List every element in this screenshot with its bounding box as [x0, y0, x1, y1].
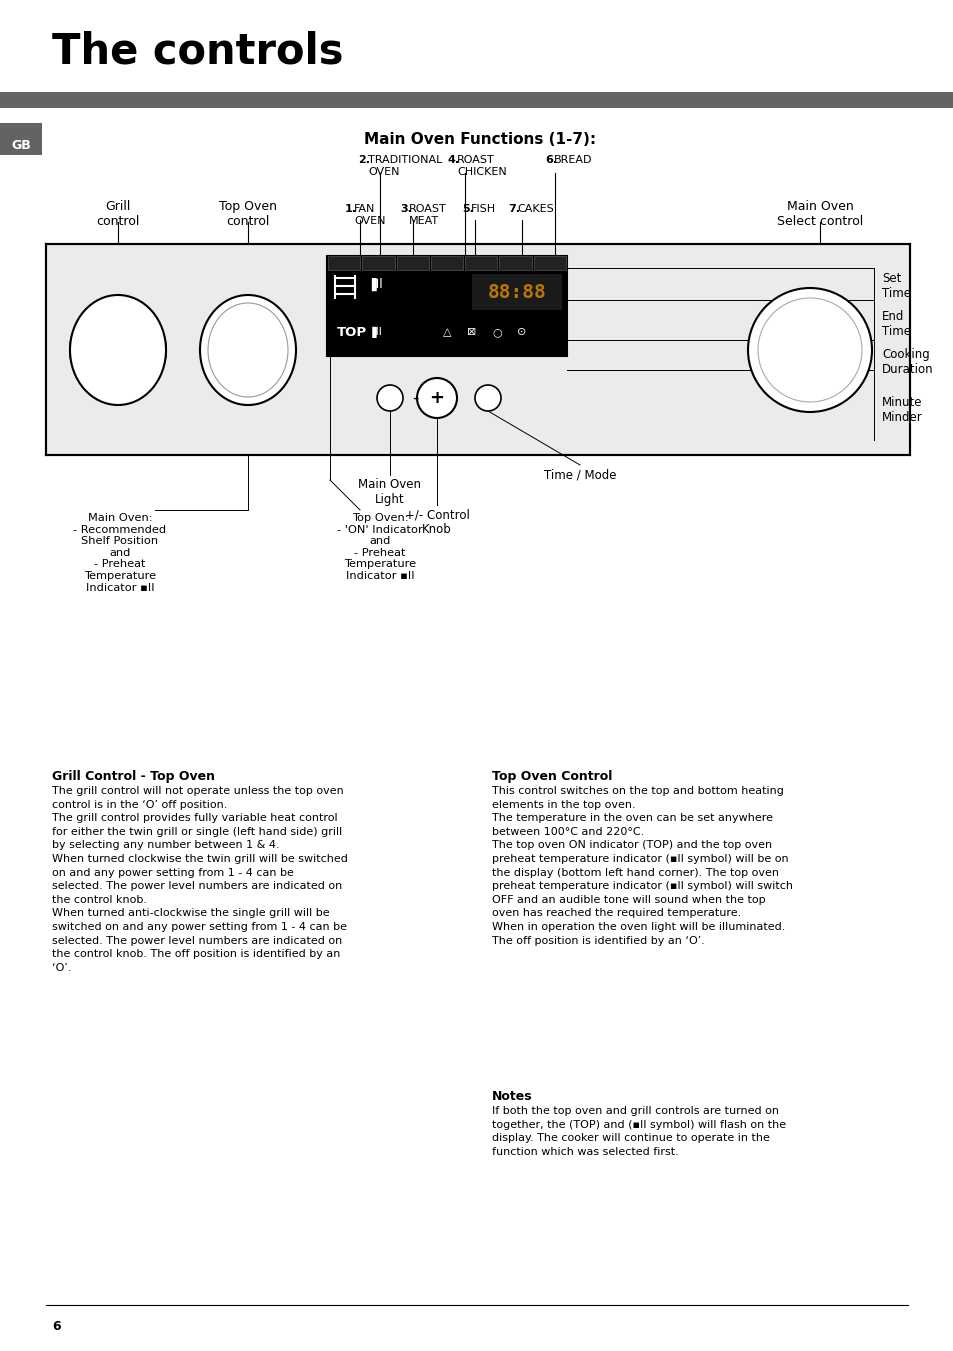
Text: ▐Il: ▐Il: [367, 327, 382, 338]
Bar: [533, 255, 565, 270]
Text: Cooking
Duration: Cooking Duration: [882, 349, 933, 376]
Text: 3.: 3.: [399, 204, 412, 213]
Bar: [328, 255, 360, 270]
Text: Main Oven
Select control: Main Oven Select control: [776, 200, 862, 228]
Text: TOP: TOP: [336, 326, 367, 339]
Circle shape: [78, 309, 158, 390]
Text: △: △: [442, 327, 451, 336]
Text: End
Time: End Time: [882, 309, 910, 338]
Text: ▐Il: ▐Il: [366, 277, 383, 290]
Text: ROAST
CHICKEN: ROAST CHICKEN: [456, 155, 506, 177]
Text: Minute
Minder: Minute Minder: [882, 396, 922, 424]
Text: The grill control will not operate unless the top oven
control is in the ‘O’ off: The grill control will not operate unles…: [52, 786, 348, 973]
Text: BREAD: BREAD: [554, 155, 592, 165]
Text: If both the top oven and grill controls are turned on
together, the (TOP) and (▪: If both the top oven and grill controls …: [492, 1106, 785, 1156]
Bar: [327, 255, 566, 357]
Bar: [431, 255, 462, 270]
Text: FISH: FISH: [471, 204, 496, 213]
Text: -: -: [412, 389, 417, 407]
Circle shape: [758, 299, 862, 403]
Bar: [472, 274, 561, 309]
Text: ○: ○: [492, 327, 501, 336]
Text: Time / Mode: Time / Mode: [543, 467, 616, 481]
Bar: [499, 255, 531, 270]
Circle shape: [416, 378, 456, 417]
Ellipse shape: [208, 303, 288, 397]
Bar: [362, 255, 395, 270]
Circle shape: [376, 385, 402, 411]
Text: Main Oven
Light: Main Oven Light: [358, 478, 421, 507]
Text: 5.: 5.: [461, 204, 474, 213]
Text: Main Oven Functions (1-7):: Main Oven Functions (1-7):: [363, 132, 596, 147]
Text: Grill Control - Top Oven: Grill Control - Top Oven: [52, 770, 214, 784]
Text: 7.: 7.: [507, 204, 519, 213]
Text: The controls: The controls: [52, 30, 343, 72]
Text: +: +: [429, 389, 444, 407]
Bar: [46, 245, 909, 455]
Circle shape: [747, 288, 871, 412]
Text: 1.: 1.: [345, 204, 356, 213]
Text: Top Oven Control: Top Oven Control: [492, 770, 612, 784]
Text: This control switches on the top and bottom heating
elements in the top oven.
Th: This control switches on the top and bot…: [492, 786, 792, 946]
Text: FAN
OVEN: FAN OVEN: [354, 204, 385, 226]
Bar: [0, 92, 953, 108]
Ellipse shape: [70, 295, 166, 405]
Circle shape: [70, 303, 166, 399]
Text: Set
Time: Set Time: [882, 272, 910, 300]
Text: Grill
control: Grill control: [96, 200, 139, 228]
Text: TRADITIONAL
OVEN: TRADITIONAL OVEN: [368, 155, 442, 177]
Bar: [0, 123, 42, 155]
Text: CAKES: CAKES: [517, 204, 553, 213]
Text: ⊙: ⊙: [517, 327, 526, 336]
Text: 6: 6: [52, 1320, 61, 1333]
Text: 88:88: 88:88: [487, 282, 546, 301]
Text: +/- Control
Knob: +/- Control Knob: [404, 508, 469, 536]
Bar: [465, 255, 497, 270]
Text: ROAST
MEAT: ROAST MEAT: [409, 204, 446, 226]
Text: 2.: 2.: [357, 155, 370, 165]
Text: GB: GB: [11, 139, 30, 153]
Circle shape: [475, 385, 500, 411]
Ellipse shape: [200, 295, 295, 405]
Text: Main Oven:
- Recommended
Shelf Position
and
- Preheat
Temperature
Indicator ▪II: Main Oven: - Recommended Shelf Position …: [73, 513, 167, 593]
Text: Top Oven
control: Top Oven control: [219, 200, 276, 228]
Text: ⊠: ⊠: [467, 327, 476, 336]
Text: 4.: 4.: [448, 155, 459, 165]
Bar: [396, 255, 429, 270]
Text: Notes: Notes: [492, 1090, 532, 1102]
Text: Top Oven:
- 'ON' Indicator
and
- Preheat
Temperature
Indicator ▪II: Top Oven: - 'ON' Indicator and - Preheat…: [336, 513, 422, 581]
Text: 6.: 6.: [544, 155, 557, 165]
